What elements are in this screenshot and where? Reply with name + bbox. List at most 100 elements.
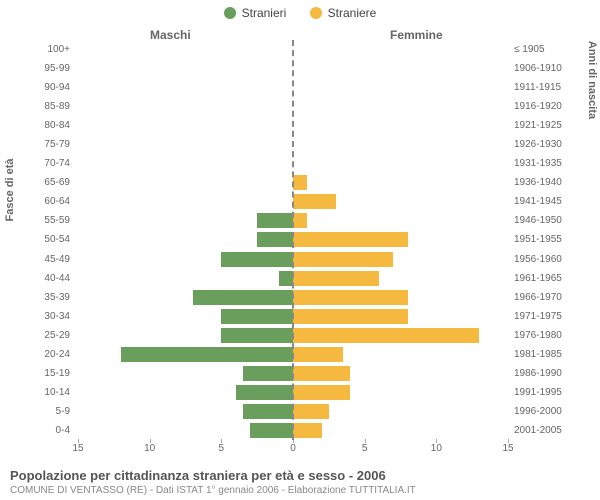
legend-swatch-male bbox=[224, 7, 236, 19]
pyramid-row: 55-59 1946-1950 bbox=[30, 211, 570, 230]
x-tick-label: 10 bbox=[144, 443, 155, 454]
population-pyramid-chart: 100+ ≤ 1905 95-99 1906-191090-941911-191585… bbox=[30, 40, 570, 440]
birth-year-label: 1936-1940 bbox=[514, 173, 570, 192]
pyramid-row: 10-14 1991-1995 bbox=[30, 383, 570, 402]
bar-male bbox=[221, 328, 293, 343]
bar-female bbox=[293, 252, 393, 267]
age-label: 65-69 bbox=[30, 173, 70, 192]
center-divider bbox=[292, 40, 294, 440]
age-label: 90-94 bbox=[30, 78, 70, 97]
age-label: 50-54 bbox=[30, 230, 70, 249]
chart-subtitle: COMUNE DI VENTASSO (RE) - Dati ISTAT 1° … bbox=[10, 485, 590, 496]
age-label: 0-4 bbox=[30, 421, 70, 440]
age-label: 55-59 bbox=[30, 211, 70, 230]
bar-female bbox=[293, 328, 479, 343]
bar-female bbox=[293, 309, 408, 324]
age-label: 35-39 bbox=[30, 288, 70, 307]
birth-year-label: ≤ 1905 bbox=[514, 40, 570, 59]
bar-male bbox=[243, 404, 293, 419]
bar-male bbox=[121, 347, 293, 362]
bar-male bbox=[193, 290, 293, 305]
legend-label-female: Straniere bbox=[328, 6, 377, 20]
chart-footer: Popolazione per cittadinanza straniera p… bbox=[10, 468, 590, 496]
age-label: 60-64 bbox=[30, 192, 70, 211]
legend-item-female: Straniere bbox=[310, 6, 377, 20]
bar-male bbox=[257, 213, 293, 228]
birth-year-label: 1931-1935 bbox=[514, 154, 570, 173]
bar-female bbox=[293, 175, 307, 190]
age-label: 45-49 bbox=[30, 250, 70, 269]
age-label: 25-29 bbox=[30, 326, 70, 345]
bar-male bbox=[257, 232, 293, 247]
birth-year-label: 1966-1970 bbox=[514, 288, 570, 307]
x-tick-label: 15 bbox=[502, 443, 513, 454]
birth-year-label: 1956-1960 bbox=[514, 250, 570, 269]
bar-female bbox=[293, 404, 329, 419]
bar-male bbox=[236, 385, 293, 400]
age-label: 15-19 bbox=[30, 364, 70, 383]
pyramid-row: 90-941911-1915 bbox=[30, 78, 570, 97]
birth-year-label: 1906-1910 bbox=[514, 59, 570, 78]
pyramid-row: 95-99 1906-1910 bbox=[30, 59, 570, 78]
birth-year-label: 1921-1925 bbox=[514, 116, 570, 135]
birth-year-label: 1951-1955 bbox=[514, 230, 570, 249]
bar-female bbox=[293, 366, 350, 381]
birth-year-label: 1926-1930 bbox=[514, 135, 570, 154]
bar-female bbox=[293, 194, 336, 209]
bar-male bbox=[221, 309, 293, 324]
bar-male bbox=[221, 252, 293, 267]
bar-female bbox=[293, 271, 379, 286]
age-label: 85-89 bbox=[30, 97, 70, 116]
age-label: 10-14 bbox=[30, 383, 70, 402]
age-label: 30-34 bbox=[30, 307, 70, 326]
x-tick-label: 0 bbox=[290, 443, 296, 454]
age-label: 70-74 bbox=[30, 154, 70, 173]
bar-male bbox=[279, 271, 293, 286]
pyramid-row: 5-91996-2000 bbox=[30, 402, 570, 421]
age-label: 40-44 bbox=[30, 269, 70, 288]
pyramid-row: 20-241981-1985 bbox=[30, 345, 570, 364]
pyramid-row: 25-29 1976-1980 bbox=[30, 326, 570, 345]
age-label: 100+ bbox=[30, 40, 70, 59]
pyramid-row: 45-49 1956-1960 bbox=[30, 250, 570, 269]
pyramid-row: 65-69 1936-1940 bbox=[30, 173, 570, 192]
birth-year-label: 1996-2000 bbox=[514, 402, 570, 421]
bar-female bbox=[293, 385, 350, 400]
y-axis-left-label: Fasce di età bbox=[4, 130, 16, 250]
pyramid-row: 85-89 1916-1920 bbox=[30, 97, 570, 116]
age-label: 95-99 bbox=[30, 59, 70, 78]
birth-year-label: 1946-1950 bbox=[514, 211, 570, 230]
age-label: 80-84 bbox=[30, 116, 70, 135]
pyramid-row: 35-39 1966-1970 bbox=[30, 288, 570, 307]
bar-female bbox=[293, 423, 322, 438]
pyramid-row: 15-19 1986-1990 bbox=[30, 364, 570, 383]
pyramid-row: 50-54 1951-1955 bbox=[30, 230, 570, 249]
bar-female bbox=[293, 290, 408, 305]
pyramid-row: 40-44 1961-1965 bbox=[30, 269, 570, 288]
pyramid-row: 0-42001-2005 bbox=[30, 421, 570, 440]
bar-male bbox=[250, 423, 293, 438]
y-axis-right-label: Anni di nascita bbox=[586, 20, 598, 140]
bar-female bbox=[293, 232, 408, 247]
pyramid-row: 60-64 1941-1945 bbox=[30, 192, 570, 211]
birth-year-label: 1961-1965 bbox=[514, 269, 570, 288]
birth-year-label: 1941-1945 bbox=[514, 192, 570, 211]
birth-year-label: 1916-1920 bbox=[514, 97, 570, 116]
legend-swatch-female bbox=[310, 7, 322, 19]
x-tick-label: 5 bbox=[362, 443, 368, 454]
age-label: 20-24 bbox=[30, 345, 70, 364]
age-label: 75-79 bbox=[30, 135, 70, 154]
birth-year-label: 1991-1995 bbox=[514, 383, 570, 402]
pyramid-row: 80-84 1921-1925 bbox=[30, 116, 570, 135]
pyramid-row: 30-341971-1975 bbox=[30, 307, 570, 326]
legend-item-male: Stranieri bbox=[224, 6, 287, 20]
pyramid-row: 75-79 1926-1930 bbox=[30, 135, 570, 154]
birth-year-label: 1986-1990 bbox=[514, 364, 570, 383]
legend: Stranieri Straniere bbox=[0, 0, 600, 28]
birth-year-label: 1976-1980 bbox=[514, 326, 570, 345]
chart-title: Popolazione per cittadinanza straniera p… bbox=[10, 468, 590, 483]
x-tick-label: 5 bbox=[219, 443, 225, 454]
x-axis: 15105051015 bbox=[78, 440, 508, 460]
pyramid-row: 70-74 1931-1935 bbox=[30, 154, 570, 173]
bar-male bbox=[243, 366, 293, 381]
